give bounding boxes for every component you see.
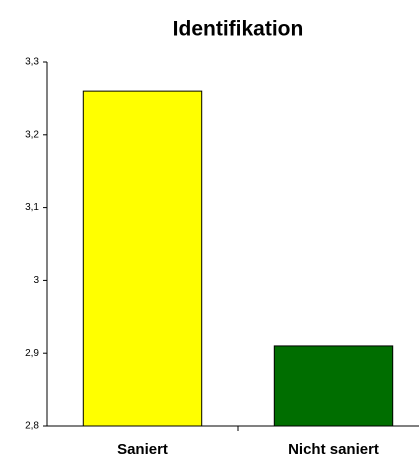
y-tick-label: 2,9	[25, 348, 39, 359]
y-tick-label: 3,1	[25, 202, 39, 213]
y-tick-label: 2,8	[25, 421, 39, 432]
y-tick-label: 3	[33, 275, 39, 286]
x-tick-label: Nicht saniert	[288, 441, 379, 458]
y-tick-label: 3,3	[25, 57, 39, 68]
bar	[82, 90, 203, 427]
x-tick-label: Saniert	[117, 441, 168, 458]
bar	[273, 345, 394, 427]
chart-title: Identifikation	[173, 18, 304, 41]
y-tick-label: 3,2	[25, 129, 39, 140]
